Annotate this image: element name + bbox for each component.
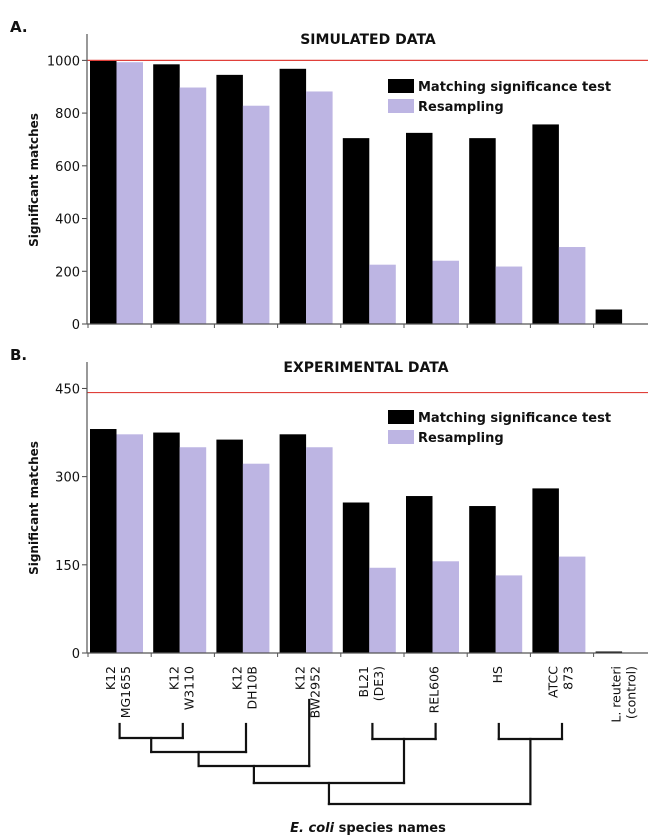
y-tick-label: 0 bbox=[72, 318, 80, 333]
panel-b: B. EXPERIMENTAL DATA Significant matches… bbox=[10, 346, 648, 662]
category-label: L. reuteri bbox=[609, 666, 624, 723]
y-tick-label: 450 bbox=[55, 382, 80, 397]
category-label: ATCC bbox=[546, 666, 561, 698]
panel-b-yticks: 0 150 300 450 bbox=[55, 382, 87, 662]
category-label: MG1655 bbox=[118, 666, 133, 718]
category-label: K12 bbox=[230, 666, 245, 690]
panel-b-legend: Matching significance test Resampling bbox=[388, 410, 611, 446]
bar-matching bbox=[153, 64, 180, 325]
category-label: (DE3) bbox=[371, 666, 386, 701]
panel-a-yticks: 0 200 400 600 800 1000 bbox=[47, 54, 87, 333]
panel-a-legend: Matching significance test Resampling bbox=[388, 79, 611, 115]
y-tick-label: 400 bbox=[55, 213, 80, 228]
legend-swatch-resampling bbox=[388, 430, 414, 444]
bar-matching bbox=[90, 429, 117, 653]
category-label: 873 bbox=[561, 666, 576, 690]
panel-b-title: EXPERIMENTAL DATA bbox=[283, 360, 448, 376]
bar-resampling bbox=[179, 87, 207, 324]
bar-resampling bbox=[306, 91, 333, 325]
bar-matching bbox=[342, 502, 370, 653]
x-axis-title-rest: species names bbox=[334, 821, 446, 836]
y-tick-label: 200 bbox=[55, 265, 80, 280]
bar-matching bbox=[342, 138, 370, 324]
category-label: REL606 bbox=[427, 666, 442, 713]
legend-label-matching: Matching significance test bbox=[418, 80, 611, 95]
category-label: K12 bbox=[166, 666, 181, 690]
bar-resampling bbox=[369, 264, 396, 324]
bar-resampling bbox=[432, 561, 459, 653]
panel-a: A. SIMULATED DATA Significant matches 0 2… bbox=[10, 18, 648, 333]
bar-matching bbox=[216, 74, 243, 324]
legend-label-resampling: Resampling bbox=[418, 431, 504, 446]
panel-a-letter: A. bbox=[10, 18, 28, 36]
panel-b-ylabel: Significant matches bbox=[27, 441, 41, 575]
legend-label-resampling: Resampling bbox=[418, 100, 504, 115]
bar-matching bbox=[90, 60, 117, 324]
category-label: DH10B bbox=[245, 666, 260, 710]
bar-matching bbox=[279, 68, 307, 324]
bar-resampling bbox=[432, 260, 459, 324]
panel-b-letter: B. bbox=[10, 346, 27, 364]
category-label: W3110 bbox=[181, 666, 196, 710]
bar-resampling bbox=[242, 463, 270, 653]
legend-swatch-matching bbox=[388, 79, 414, 93]
panel-a-title: SIMULATED DATA bbox=[300, 32, 436, 48]
bar-resampling bbox=[369, 567, 396, 653]
panel-a-ylabel: Significant matches bbox=[27, 113, 41, 247]
y-tick-label: 800 bbox=[55, 107, 80, 122]
bar-matching bbox=[469, 138, 496, 324]
bar-matching bbox=[532, 488, 559, 653]
x-axis-title: E. coli species names bbox=[290, 821, 446, 836]
x-axis-title-italic: E. coli bbox=[290, 821, 334, 836]
bar-matching bbox=[532, 124, 559, 324]
category-label: BL21 bbox=[356, 666, 371, 697]
bar-resampling bbox=[495, 575, 523, 653]
category-label: K12 bbox=[103, 666, 118, 690]
bar-matching bbox=[279, 434, 307, 653]
category-label: HS bbox=[490, 666, 505, 683]
y-tick-label: 1000 bbox=[47, 54, 80, 69]
bar-resampling bbox=[306, 447, 333, 653]
bar-resampling bbox=[179, 447, 207, 653]
bar-matching bbox=[469, 506, 496, 653]
category-label: BW2952 bbox=[308, 666, 323, 718]
bar-matching bbox=[595, 309, 623, 324]
panel-b-bars bbox=[87, 429, 623, 657]
legend-swatch-resampling bbox=[388, 99, 414, 113]
bar-matching bbox=[153, 432, 180, 653]
legend-swatch-matching bbox=[388, 410, 414, 424]
bar-resampling bbox=[495, 266, 523, 324]
y-tick-label: 600 bbox=[55, 160, 80, 175]
bar-resampling bbox=[242, 105, 270, 324]
bar-matching bbox=[406, 496, 433, 653]
y-tick-label: 300 bbox=[55, 471, 80, 486]
bar-resampling bbox=[558, 247, 586, 324]
species-dendrogram bbox=[118, 698, 564, 806]
y-tick-label: 0 bbox=[72, 647, 80, 662]
bar-matching bbox=[406, 132, 433, 324]
legend-label-matching: Matching significance test bbox=[418, 411, 611, 426]
bar-resampling bbox=[116, 434, 143, 653]
category-label: K12 bbox=[293, 666, 308, 690]
category-label: (control) bbox=[624, 666, 639, 719]
bar-matching bbox=[595, 651, 623, 653]
panel-a-bars bbox=[87, 60, 623, 328]
bar-resampling bbox=[558, 556, 586, 653]
category-labels: K12 MG1655 K12 W3110 K12 DH10B K12 BW2952 BL21 (D… bbox=[103, 666, 639, 723]
bar-resampling bbox=[116, 62, 143, 324]
y-tick-label: 150 bbox=[55, 559, 80, 574]
bar-matching bbox=[216, 439, 243, 653]
